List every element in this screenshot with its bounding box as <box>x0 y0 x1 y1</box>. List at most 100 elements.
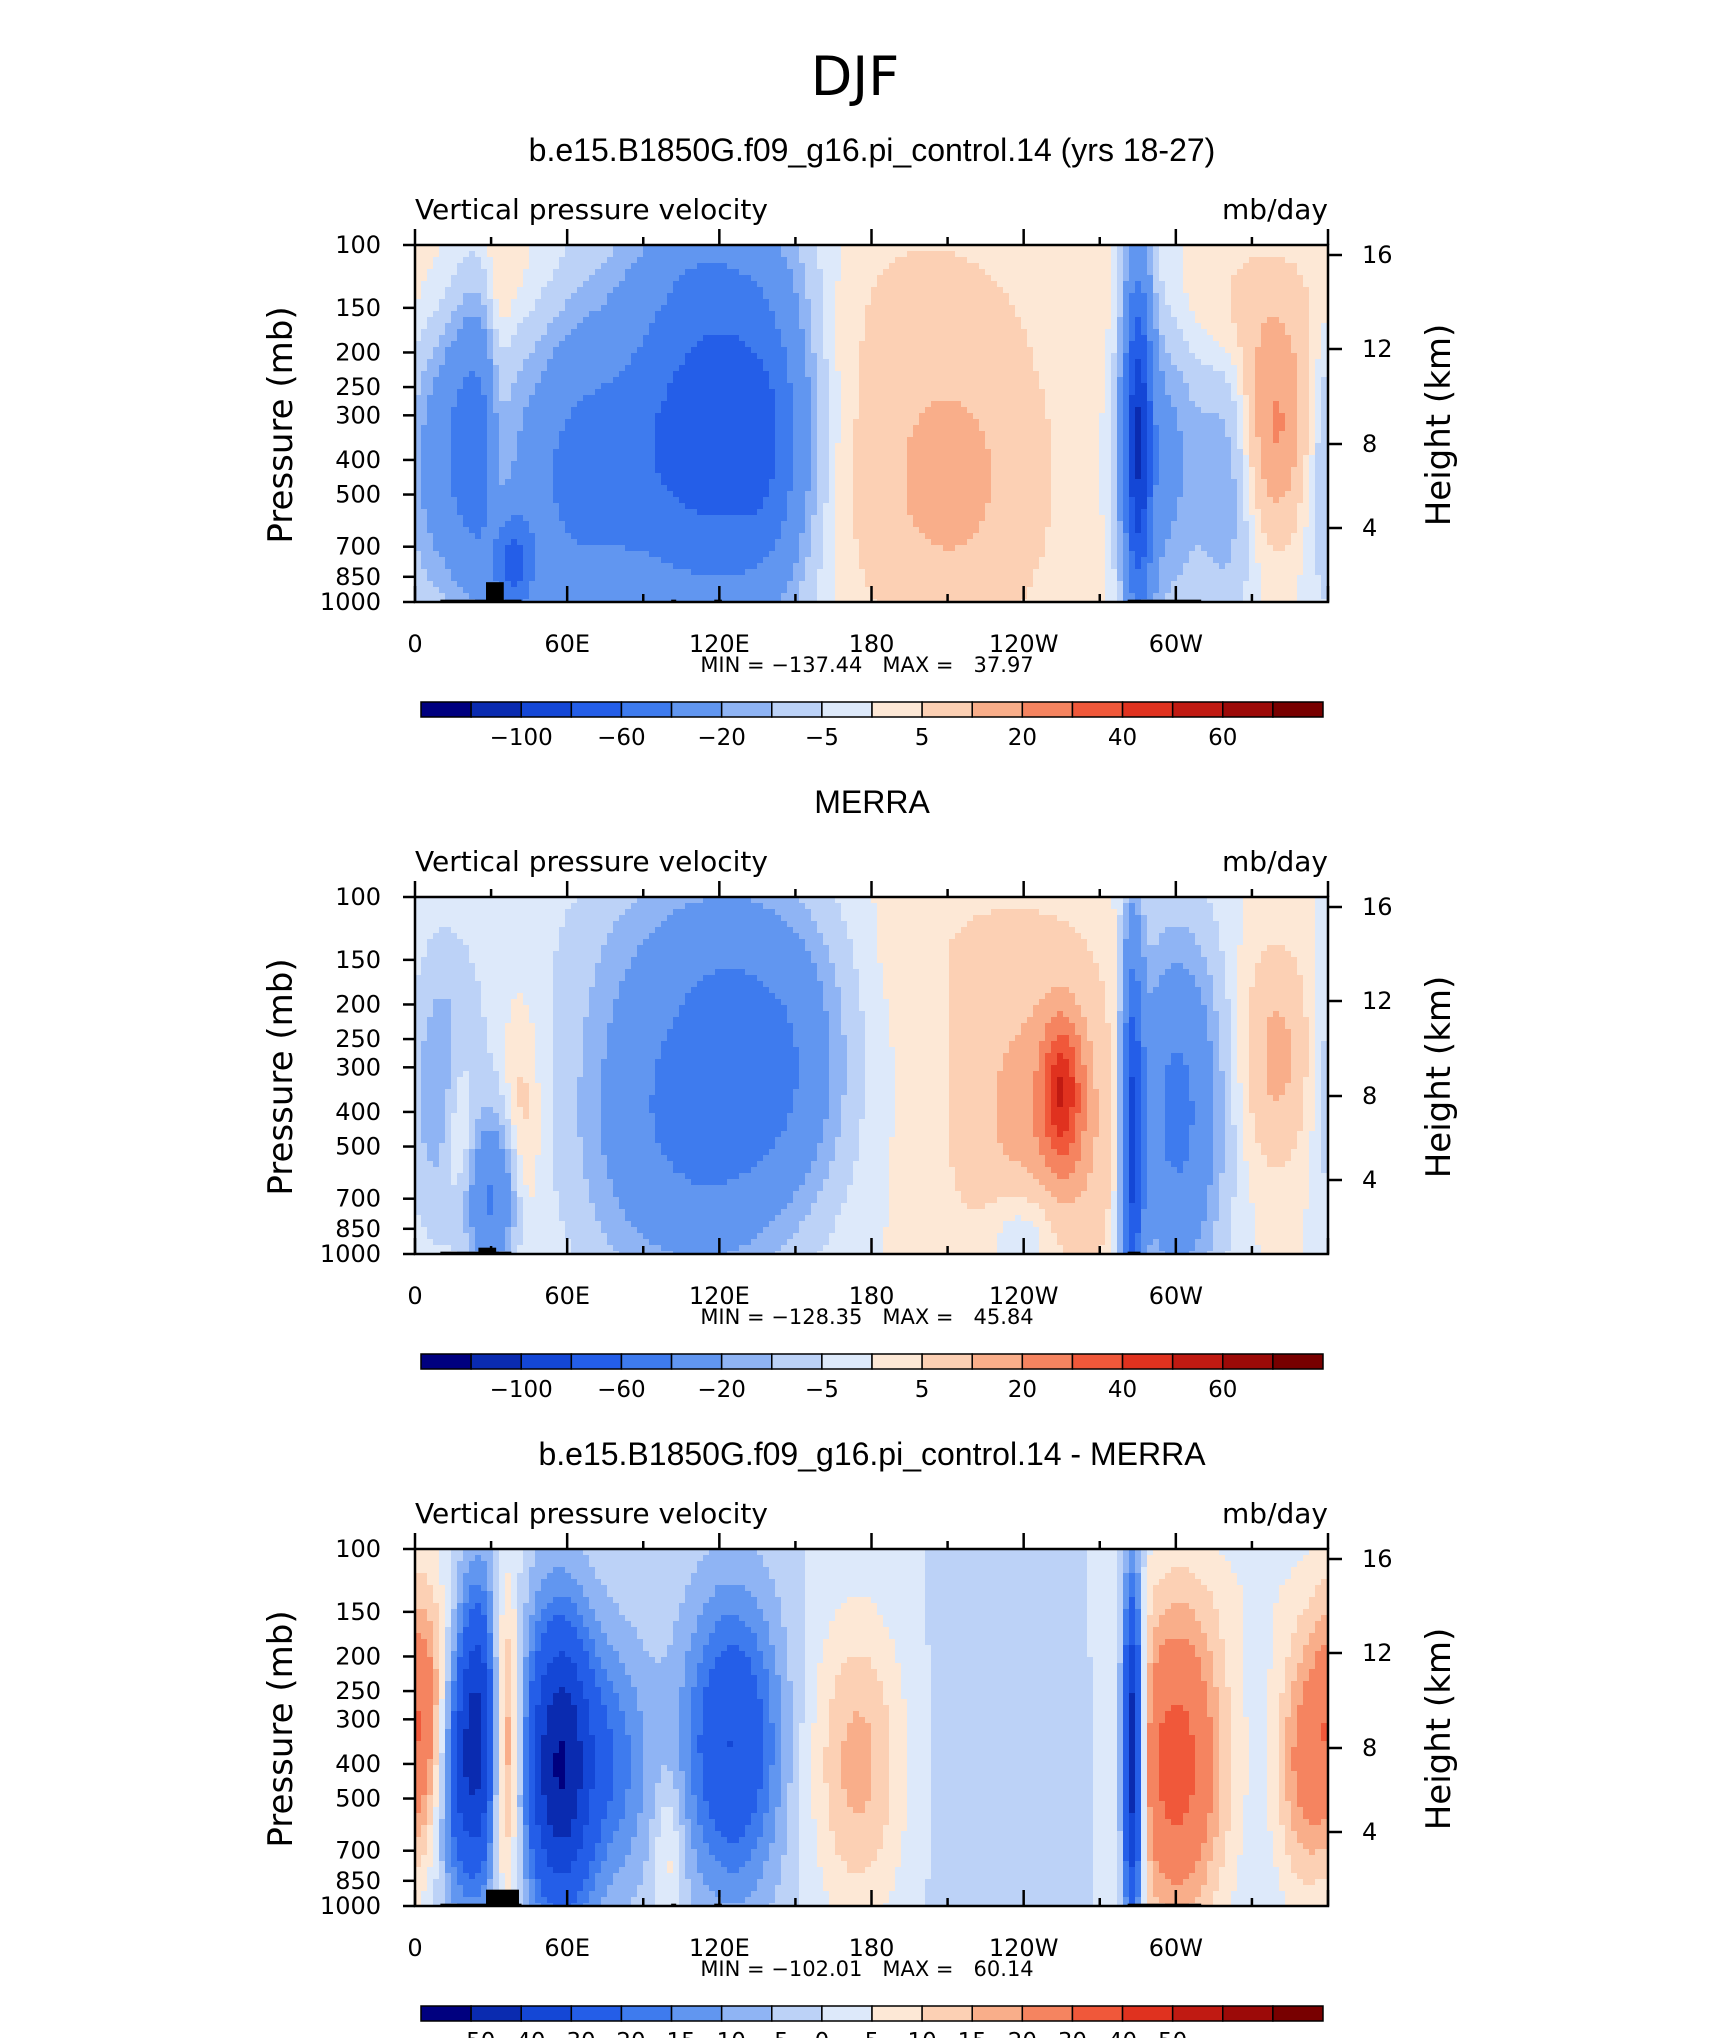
contour-cell <box>487 251 494 258</box>
contour-cell <box>907 527 914 534</box>
contour-cell <box>715 551 722 558</box>
contour-cell <box>691 503 698 510</box>
contour-cell <box>823 431 830 438</box>
contour-cell <box>631 341 638 348</box>
contour-cell <box>547 269 554 276</box>
contour-cell <box>661 407 668 414</box>
contour-cell <box>661 563 668 570</box>
contour-cell <box>709 497 716 504</box>
contour-cell <box>463 455 470 462</box>
contour-cell <box>535 341 542 348</box>
contour-cell <box>811 407 818 414</box>
contour-cell <box>811 275 818 282</box>
contour-cell <box>631 527 638 534</box>
contour-cell <box>745 575 752 582</box>
contour-cell <box>571 569 578 576</box>
contour-cell <box>697 335 704 342</box>
contour-cell <box>739 359 746 366</box>
contour-cell <box>481 257 488 264</box>
contour-cell <box>667 359 674 366</box>
contour-cell <box>451 569 458 576</box>
contour-cell <box>427 359 434 366</box>
contour-cell <box>817 443 824 450</box>
contour-cell <box>823 401 830 408</box>
contour-cell <box>547 485 554 492</box>
contour-cell <box>643 365 650 372</box>
contour-cell <box>553 323 560 330</box>
contour-cell <box>691 539 698 546</box>
contour-cell <box>859 335 866 342</box>
contour-cell <box>499 353 506 360</box>
contour-cell <box>733 503 740 510</box>
contour-cell <box>529 551 536 558</box>
contour-cell <box>469 509 476 516</box>
contour-cell <box>529 545 536 552</box>
contour-cell <box>697 251 704 258</box>
contour-cell <box>751 581 758 588</box>
contour-cell <box>529 311 536 318</box>
contour-cell <box>883 593 890 600</box>
contour-cell <box>907 473 914 480</box>
contour-cell <box>817 359 824 366</box>
contour-cell <box>529 575 536 582</box>
contour-cell <box>445 491 452 498</box>
contour-cell <box>793 413 800 420</box>
contour-cell <box>517 263 524 270</box>
contour-cell <box>757 581 764 588</box>
contour-cell <box>703 467 710 474</box>
contour-cell <box>475 587 482 594</box>
contour-cell <box>787 287 794 294</box>
contour-cell <box>847 413 854 420</box>
contour-cell <box>547 575 554 582</box>
contour-cell <box>697 431 704 438</box>
contour-cell <box>517 449 524 456</box>
contour-cell <box>853 431 860 438</box>
contour-cell <box>841 281 848 288</box>
contour-cell <box>811 563 818 570</box>
contour-cell <box>553 269 560 276</box>
contour-cell <box>709 551 716 558</box>
contour-cell <box>421 419 428 426</box>
contour-cell <box>757 413 764 420</box>
contour-cell <box>583 593 590 600</box>
contour-cell <box>895 275 902 282</box>
contour-cell <box>883 533 890 540</box>
contour-cell <box>421 389 428 396</box>
contour-cell <box>631 275 638 282</box>
contour-cell <box>883 383 890 390</box>
contour-cell <box>535 377 542 384</box>
contour-cell <box>577 551 584 558</box>
contour-cell <box>793 587 800 594</box>
contour-cell <box>595 461 602 468</box>
contour-cell <box>697 479 704 486</box>
contour-cell <box>661 437 668 444</box>
contour-cell <box>757 587 764 594</box>
contour-cell <box>727 533 734 540</box>
contour-cell <box>421 581 428 588</box>
contour-cell <box>679 455 686 462</box>
contour-cell <box>757 479 764 486</box>
contour-cell <box>907 443 914 450</box>
contour-cell <box>829 419 836 426</box>
contour-cell <box>679 593 686 600</box>
contour-cell <box>439 515 446 522</box>
contour-cell <box>877 323 884 330</box>
contour-cell <box>631 587 638 594</box>
contour-cell <box>781 359 788 366</box>
contour-cell <box>823 341 830 348</box>
contour-cell <box>667 335 674 342</box>
contour-cell <box>715 503 722 510</box>
contour-cell <box>439 311 446 318</box>
contour-cell <box>535 323 542 330</box>
contour-cell <box>475 473 482 480</box>
contour-cell <box>871 353 878 360</box>
contour-cell <box>769 527 776 534</box>
contour-cell <box>883 503 890 510</box>
contour-cell <box>901 281 908 288</box>
contour-cell <box>883 419 890 426</box>
contour-cell <box>433 431 440 438</box>
contour-cell <box>607 497 614 504</box>
contour-cell <box>733 383 740 390</box>
contour-cell <box>901 497 908 504</box>
contour-cell <box>481 551 488 558</box>
